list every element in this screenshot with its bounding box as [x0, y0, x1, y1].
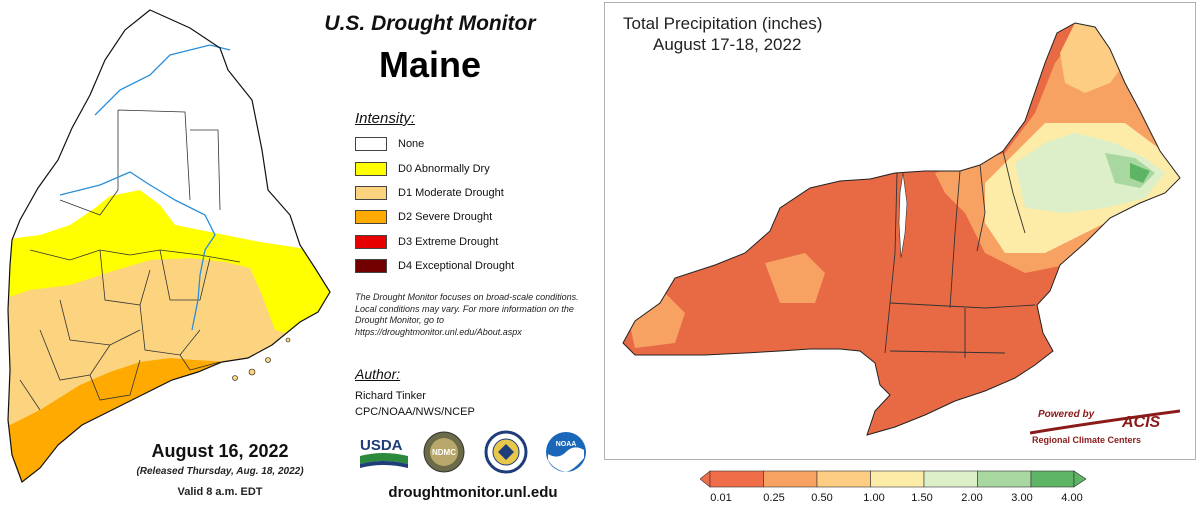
author-heading: Author: — [355, 366, 401, 382]
lake-champlain — [898, 172, 908, 259]
legend-swatch-d4 — [355, 259, 387, 273]
legend-item-none: None — [355, 135, 424, 153]
coastal-islands — [232, 337, 291, 381]
legend-item-d3: D3 Extreme Drought — [355, 233, 498, 251]
rivers — [59, 44, 231, 331]
legend-label: D1 Moderate Drought — [398, 187, 504, 199]
map-title: U.S. Drought Monitor — [324, 12, 536, 35]
precip-title-line2: August 17-18, 2022 — [653, 35, 802, 55]
precipitation-map-panel: Total Precipitation (inches) August 17-1… — [604, 2, 1196, 460]
colorbar-label: 4.00 — [1061, 492, 1083, 504]
acis-branding: Powered by ACIS Regional Climate Centers — [1029, 403, 1181, 447]
colorbar-segment — [763, 470, 818, 488]
release-date: (Released Thursday, Aug. 18, 2022) — [136, 466, 304, 477]
legend-swatch-none — [355, 137, 387, 151]
colorbar-label: 0.01 — [710, 492, 732, 504]
precip-title-line1: Total Precipitation (inches) — [623, 14, 823, 33]
colorbar-label: 1.50 — [911, 492, 933, 504]
colorbar-segment — [923, 470, 978, 488]
svg-text:NOAA: NOAA — [556, 441, 577, 448]
author-name: Richard Tinker — [355, 390, 426, 402]
legend-swatch-d3 — [355, 235, 387, 249]
state-name: Maine — [378, 44, 482, 85]
colorbar-label: 0.50 — [811, 492, 833, 504]
drought-monitor-panel: U.S. Drought Monitor Maine Intensity: No… — [7, 9, 588, 501]
colorbar-left-arrow — [700, 470, 711, 488]
legend-label: D3 Extreme Drought — [398, 236, 499, 248]
acis-text: ACIS — [1121, 414, 1161, 431]
legend-item-d1: D1 Moderate Drought — [355, 184, 504, 202]
county-lines — [19, 109, 241, 411]
website-link[interactable]: droughtmonitor.unl.edu — [388, 484, 558, 501]
maine-outline — [7, 9, 331, 483]
colorbar-label: 1.00 — [863, 492, 885, 504]
legend-item-d4: D4 Exceptional Drought — [355, 257, 514, 275]
map-date: August 16, 2022 — [151, 441, 289, 461]
svg-text:NDMC: NDMC — [432, 448, 456, 457]
powered-by-text: Powered by — [1038, 409, 1095, 420]
legend-label: D0 Abnormally Dry — [398, 163, 490, 175]
colorbar-label: 2.00 — [961, 492, 983, 504]
legend-swatch-d1 — [355, 186, 387, 200]
legend-swatch-d2 — [355, 210, 387, 224]
legend-label: D2 Severe Drought — [398, 211, 493, 223]
legend-label: D4 Exceptional Drought — [398, 260, 515, 272]
noaa-logo: NOAA — [544, 430, 588, 474]
legend-label: None — [398, 138, 425, 150]
colorbar-segment — [816, 470, 871, 488]
usda-logo: USDA — [358, 432, 410, 472]
legend-item-d2: D2 Severe Drought — [355, 208, 492, 226]
state-borders — [884, 150, 1036, 358]
colorbar-segment — [870, 470, 925, 488]
author-block: Richard Tinker CPC/NOAA/NWS/NCEP — [355, 389, 475, 421]
precipitation-map — [622, 22, 1181, 436]
colorbar-label: 3.00 — [1011, 492, 1033, 504]
precip-light-green-zone — [1015, 133, 1165, 213]
precip-central-zone — [765, 253, 825, 303]
colorbar-right-arrow — [1073, 470, 1087, 488]
disclaimer-note: The Drought Monitor focuses on broad-sca… — [355, 292, 579, 338]
northeast-outline — [622, 22, 1181, 436]
rcc-text: Regional Climate Centers — [1032, 435, 1141, 445]
valid-time: Valid 8 a.m. EDT — [177, 486, 263, 498]
svg-text:USDA: USDA — [360, 437, 403, 454]
precip-colorbar — [700, 470, 1087, 488]
doc-seal-logo — [484, 430, 528, 474]
ndmc-logo: NDMC — [422, 430, 466, 474]
maine-drought-map — [7, 9, 331, 483]
precip-dark-green-zone — [1130, 163, 1150, 183]
legend-item-d0: D0 Abnormally Dry — [355, 160, 490, 178]
author-org: CPC/NOAA/NWS/NCEP — [355, 405, 475, 418]
colorbar-segment — [977, 470, 1032, 488]
legend-swatch-d0 — [355, 162, 387, 176]
colorbar-segment — [1030, 470, 1075, 488]
colorbar-label: 0.25 — [763, 492, 785, 504]
colorbar-segment — [709, 470, 764, 488]
legend-heading: Intensity: — [355, 110, 416, 127]
precip-title: Total Precipitation (inches) August 17-1… — [623, 13, 822, 56]
